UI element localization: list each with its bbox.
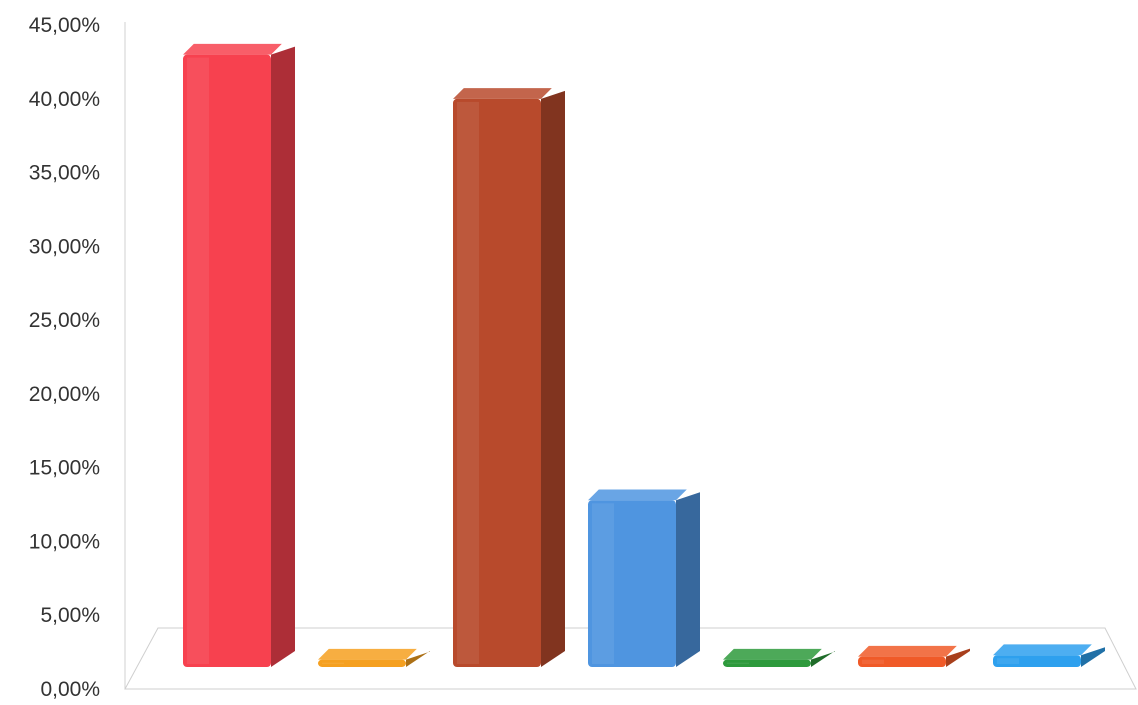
- bar-top-face: [858, 646, 957, 657]
- bar-highlight: [187, 58, 209, 664]
- bar-top-face: [183, 44, 282, 55]
- y-tick-label: 25,00%: [29, 309, 100, 332]
- bar-highlight: [997, 658, 1019, 664]
- y-tick-label: 35,00%: [29, 162, 100, 185]
- chart-bars: [183, 44, 1105, 667]
- bar: [453, 88, 565, 667]
- bar-side-face: [271, 47, 295, 667]
- bar-top-face: [318, 649, 417, 660]
- bar: [183, 44, 295, 667]
- y-tick-label: 15,00%: [29, 457, 100, 480]
- y-tick-label: 5,00%: [40, 604, 100, 627]
- y-tick-label: 20,00%: [29, 383, 100, 406]
- y-axis-ticks: 0,00% 5,00% 10,00% 15,00% 20,00% 25,00% 30,00%…: [29, 14, 100, 701]
- bar-top-face: [993, 644, 1092, 655]
- bar-highlight: [457, 102, 479, 664]
- bar-top-face: [453, 88, 552, 99]
- bar: [588, 489, 700, 667]
- bar-top-face: [723, 649, 822, 660]
- bar-highlight: [727, 663, 749, 664]
- bar-highlight: [592, 503, 614, 664]
- bar-top-face: [588, 489, 687, 500]
- bar-side-face: [541, 91, 565, 667]
- bar-highlight: [862, 660, 884, 664]
- y-tick-label: 45,00%: [29, 14, 100, 37]
- bar-side-face: [676, 492, 700, 667]
- y-tick-label: 0,00%: [40, 678, 100, 701]
- y-tick-label: 10,00%: [29, 530, 100, 553]
- y-tick-label: 40,00%: [29, 88, 100, 111]
- y-tick-label: 30,00%: [29, 235, 100, 258]
- bar-highlight: [322, 663, 344, 664]
